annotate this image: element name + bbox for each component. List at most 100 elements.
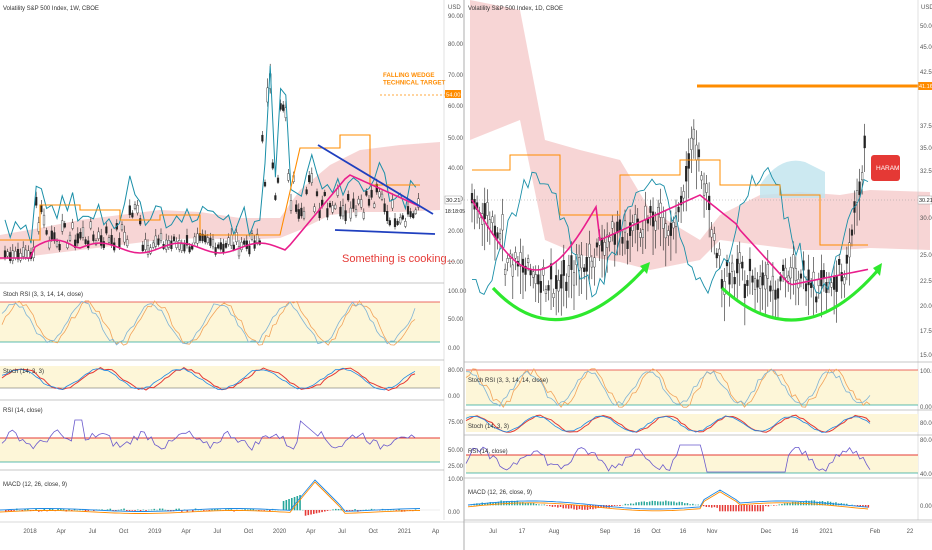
candle-body [123, 231, 126, 243]
right-macd-histogram-bar [532, 502, 535, 506]
falling-wedge-annotation-line: FALLING WEDGE [383, 72, 435, 79]
right-price-tick: 45.00 [920, 45, 932, 51]
left-x-tick: Oct [244, 529, 254, 535]
candle-body [6, 251, 9, 257]
candle-body [131, 212, 134, 218]
macd-histogram-bar [49, 509, 51, 511]
right-macd-histogram-bar [573, 505, 575, 510]
candle-body [24, 249, 27, 258]
candle-body [702, 183, 706, 196]
macd-histogram-bar [43, 508, 46, 511]
candle-body [659, 202, 662, 218]
right-macd-histogram-bar [524, 502, 527, 506]
right-macd-histogram-bar [789, 502, 791, 506]
candle-body [815, 296, 818, 303]
candle-body [315, 191, 319, 197]
macd-histogram-bar [365, 509, 367, 511]
right-x-tick: 16 [634, 529, 641, 535]
candle-body [157, 238, 160, 245]
macd-histogram-bar [285, 500, 288, 511]
right-rsi-tick: 40.00 [920, 472, 932, 478]
candle-body [804, 283, 808, 292]
candle-body [557, 280, 560, 292]
right-stoch-rsi-title: Stoch RSI (3, 3, 14, 14, close) [468, 378, 548, 384]
right-macd-histogram-bar [497, 501, 500, 506]
candle-body [175, 241, 178, 248]
candle-body [404, 221, 407, 227]
candle-body [534, 274, 537, 284]
candle-body [16, 249, 20, 260]
right-macd-histogram-bar [630, 503, 632, 506]
candle-body [9, 252, 12, 261]
cup-arc-right-arrowhead [873, 263, 882, 276]
tenkan-line [4, 65, 417, 244]
candle-body [180, 243, 183, 251]
right-macd-histogram-bar [527, 502, 529, 506]
macd-histogram-bar [230, 509, 233, 511]
right-x-tick: 16 [792, 529, 799, 535]
left-macd-tick: 10.00 [448, 477, 464, 483]
right-x-tick: Aug [549, 529, 560, 535]
candle-body [651, 211, 655, 227]
candle-body [776, 288, 780, 299]
right-macd-histogram-bar [576, 505, 578, 510]
candle-body [331, 205, 334, 213]
falling-wedge-annotation-line: TECHNICAL TARGET [383, 80, 446, 87]
macd-histogram-bar [197, 509, 200, 511]
candle-body [470, 193, 474, 204]
left-chart: FALLING WEDGE TECHNICAL TARGET Something i… [0, 0, 467, 535]
candle-body [97, 231, 100, 239]
candle-body [92, 234, 95, 241]
candle-body [595, 242, 599, 248]
right-x-tick: Oct [651, 529, 661, 535]
candle-body [243, 240, 246, 245]
macd-histogram-bar [318, 510, 321, 513]
candle-body [560, 274, 563, 289]
candle-body [349, 207, 352, 219]
candle-body [611, 221, 614, 229]
candle-body [644, 205, 647, 221]
right-macd-histogram-bar [856, 505, 859, 507]
candle-body [501, 214, 504, 231]
candle-body [695, 144, 698, 160]
candle-body [412, 213, 415, 218]
candle-body [799, 273, 803, 279]
candle-body [692, 128, 695, 140]
right-macd-histogram-bar [667, 501, 670, 506]
tenkan-line-right [472, 166, 869, 298]
macd-histogram-bar [24, 509, 26, 511]
left-price-badge [444, 195, 462, 205]
candle-body [710, 229, 713, 238]
left-countdown-label: 18:18:05 [445, 209, 465, 215]
macd-histogram-bar [307, 510, 310, 516]
right-macd-histogram-bar [619, 505, 621, 507]
candle-body [519, 252, 522, 267]
macd-histogram-bar [115, 510, 117, 511]
candle-body [326, 208, 329, 218]
candle-body [544, 289, 548, 294]
macd-histogram-bar [137, 509, 139, 511]
candle-body [263, 181, 267, 187]
right-x-tick: 22 [907, 529, 914, 535]
candle-body [261, 134, 264, 142]
candle-body [705, 183, 708, 193]
candle-body [287, 173, 290, 181]
macd-histogram-bar [227, 509, 230, 511]
candle-body [341, 205, 345, 217]
candle-body [206, 237, 209, 244]
candle-body [720, 279, 723, 289]
macd-histogram-bar [186, 510, 189, 512]
candle-body [634, 214, 637, 225]
right-price-tick: 35.00 [920, 146, 932, 152]
candle-body [84, 239, 87, 244]
candle-body [414, 209, 417, 214]
candle-body [300, 207, 303, 217]
macd-histogram-bar [335, 508, 337, 511]
candle-body [308, 175, 311, 183]
candle-body [764, 275, 767, 290]
candle-body [352, 198, 355, 209]
right-chart-title: Volatility S&P 500 Index, 1D, CBOE [468, 6, 563, 12]
macd-histogram-bar [68, 508, 70, 511]
candle-body [662, 217, 665, 229]
left-price-tick: 60.00 [448, 104, 464, 110]
